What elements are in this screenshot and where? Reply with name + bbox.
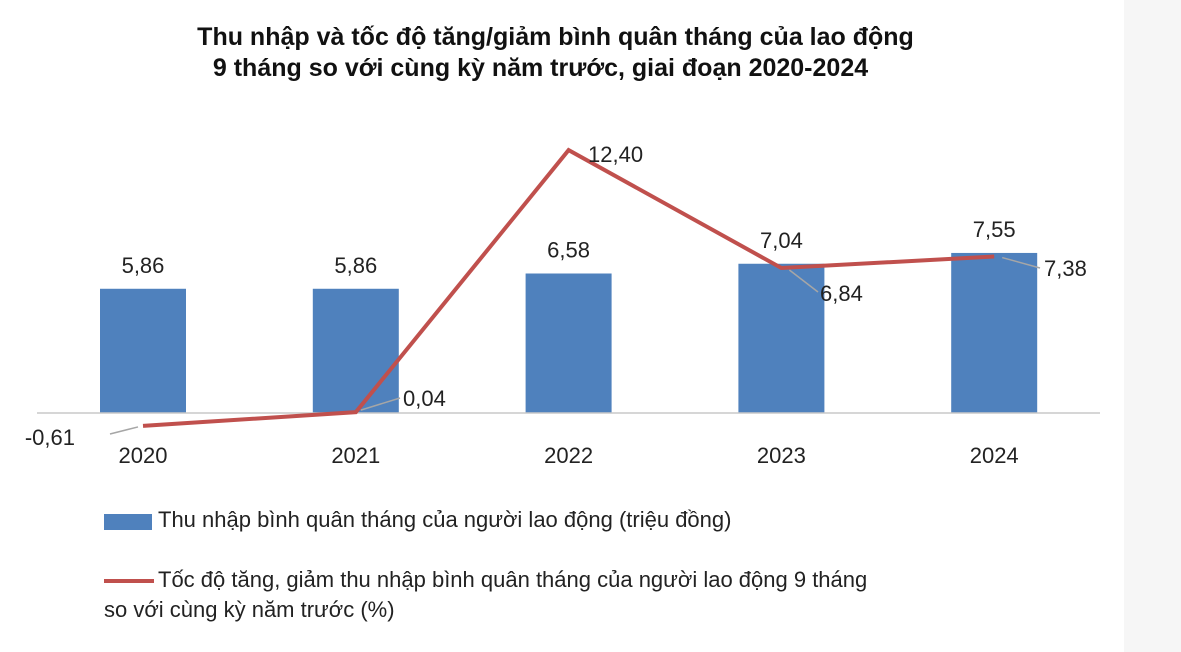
- x-tick-label-2022: 2022: [544, 443, 593, 468]
- legend-line-label-2: so với cùng kỳ năm trước (%): [104, 597, 395, 622]
- legend-line-label-1: Tốc độ tăng, giảm thu nhập bình quân thá…: [158, 567, 868, 592]
- x-tick-label-2021: 2021: [331, 443, 380, 468]
- line-label-2024: 7,38: [1044, 256, 1087, 281]
- legend-item-line: Tốc độ tăng, giảm thu nhập bình quân thá…: [104, 565, 867, 625]
- bar-2023: [738, 263, 825, 413]
- chart-title: Thu nhập và tốc độ tăng/giảm bình quân t…: [0, 22, 1181, 84]
- bar-label-2020: 5,86: [122, 253, 165, 278]
- bar-2024: [951, 252, 1038, 413]
- x-tick-label-2024: 2024: [970, 443, 1019, 468]
- leader-line-2024: [1002, 256, 1041, 269]
- legend-item-bar: Thu nhập bình quân tháng của người lao đ…: [104, 505, 731, 535]
- chart-title-line-2: 9 tháng so với cùng kỳ năm trước, giai đ…: [212, 54, 869, 82]
- bar-label-2021: 5,86: [334, 253, 377, 278]
- bar-2022: [525, 273, 612, 413]
- legend-line-swatch: [104, 579, 154, 583]
- background-strip: [1124, 0, 1181, 652]
- line-label-2023: 6,84: [820, 281, 863, 306]
- x-tick-label-2020: 2020: [119, 443, 168, 468]
- line-label-2022: 12,40: [588, 142, 643, 167]
- bar-2020: [100, 288, 186, 413]
- legend-bar-label: Thu nhập bình quân tháng của người lao đ…: [158, 507, 732, 532]
- leader-line-2021: [360, 397, 401, 411]
- line-label-2021: 0,04: [403, 386, 446, 411]
- legend-bar-swatch: [104, 514, 152, 530]
- bar-label-2023: 7,04: [760, 228, 803, 253]
- bar-2021: [312, 288, 399, 413]
- leader-line-2023: [788, 269, 819, 293]
- leader-line-2020: [109, 426, 139, 435]
- x-tick-label-2023: 2023: [757, 443, 806, 468]
- line-label-2020: -0,61: [25, 425, 75, 450]
- bar-label-2024: 7,55: [973, 217, 1016, 242]
- chart-title-line-1: Thu nhập và tốc độ tăng/giảm bình quân t…: [197, 23, 914, 51]
- bar-label-2022: 6,58: [547, 238, 590, 263]
